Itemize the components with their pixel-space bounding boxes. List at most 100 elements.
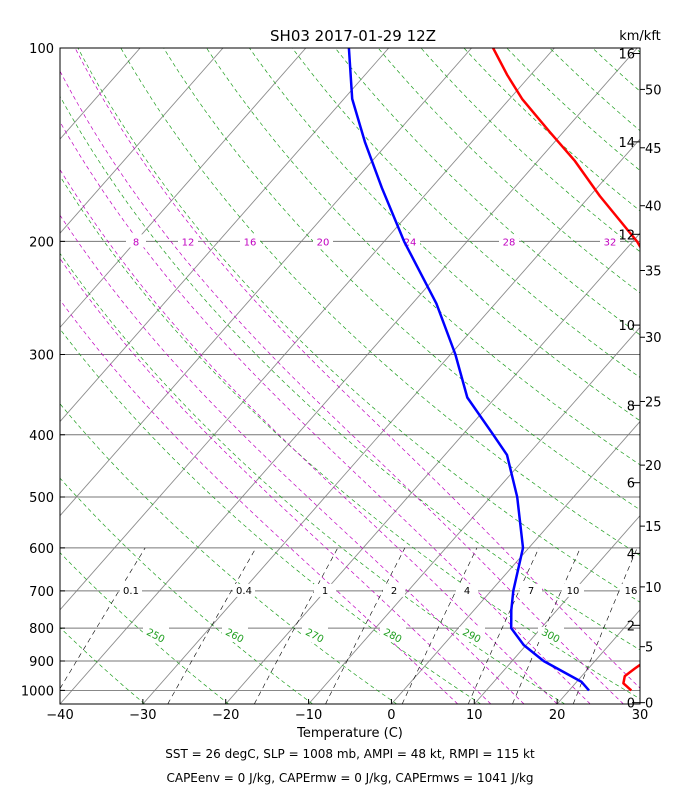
- km-tick-label: 2: [627, 619, 635, 634]
- x-axis-label: Temperature (C): [296, 726, 403, 741]
- isotherm-line: [60, 48, 224, 234]
- dry-adiabat-line: [60, 328, 481, 704]
- caption-line-2: CAPEenv = 0 J/kg, CAPErmw = 0 J/kg, CAPE…: [166, 771, 533, 785]
- kft-tick-label: 40: [645, 200, 662, 215]
- moist-adiabat-line: [60, 168, 558, 704]
- kft-tick-label: 25: [645, 395, 662, 410]
- axes: −40 −30 −20 −10 0 10 20 30100200300400500600700…: [21, 42, 662, 723]
- mixing-ratio-label: 0.1: [123, 586, 139, 597]
- moist-adiabat-label: 24: [404, 237, 417, 248]
- mixing-ratio-label-bg: [520, 583, 542, 597]
- y-tick-label: 400: [29, 429, 54, 444]
- mixing-ratio-label: 0.4: [236, 586, 252, 597]
- mixing-ratio-line: [60, 547, 146, 690]
- mixing-ratio-label: 16: [625, 586, 638, 597]
- km-tick-label: 8: [627, 399, 635, 414]
- dry-adiabat-line: [678, 48, 700, 704]
- km-tick-label: 10: [618, 319, 635, 334]
- height-axis-label: km/kft: [619, 29, 661, 44]
- theta-label-bg: [302, 627, 328, 643]
- dry-adiabat-line: [60, 477, 313, 704]
- isotherm-line: [60, 48, 472, 517]
- dry-adiabat-line: [60, 552, 229, 704]
- theta-label-bg: [459, 627, 485, 643]
- mixing-ratio-line: [325, 547, 406, 704]
- mixing-ratio-line: [254, 547, 339, 704]
- kft-tick-label: 30: [645, 331, 662, 346]
- isotherm-line: [391, 420, 640, 704]
- dry-adiabat-line: [120, 48, 640, 556]
- dry-adiabat-line: [60, 702, 61, 704]
- moist-label-bg: [600, 234, 620, 248]
- moist-adiabat-line: [60, 70, 624, 704]
- dry-adiabat-line: [60, 175, 640, 700]
- kft-tick-label: 15: [645, 520, 662, 535]
- isotherm-line: [473, 515, 640, 704]
- plot-frame: [59, 47, 641, 705]
- moist-label-bg: [499, 234, 519, 248]
- moist-label-bg: [313, 234, 333, 248]
- theta-label-bg: [143, 627, 169, 643]
- x-tick-label: −10: [295, 708, 322, 723]
- mixing-ratio-label-bg: [314, 583, 336, 597]
- mixing-ratio-label-bg: [456, 583, 478, 597]
- dry-adiabat-line: [249, 48, 640, 422]
- dry-adiabat-line: [334, 48, 640, 336]
- caption-line-1: SST = 26 degC, SLP = 1008 mb, AMPI = 48 …: [165, 747, 535, 761]
- km-tick-label: 16: [618, 48, 635, 63]
- y-tick-label: 600: [29, 542, 54, 557]
- x-tick-label: 20: [549, 708, 566, 723]
- moist-adiabat-label: 20: [317, 237, 330, 248]
- theta-label-bg: [538, 627, 564, 643]
- x-tick-label: 10: [466, 708, 483, 723]
- y-tick-label: 500: [29, 491, 54, 506]
- x-tick-label: −30: [129, 708, 156, 723]
- kft-tick-label: 5: [645, 641, 653, 656]
- kft-tick-label: 50: [645, 83, 662, 98]
- km-tick-label: 0: [627, 697, 635, 712]
- dry-adiabat-line: [60, 403, 397, 704]
- dry-adiabat-line: [77, 48, 640, 603]
- mixing-ratio-label-bg: [620, 583, 640, 597]
- dewpoint-profile: [347, 48, 590, 692]
- km-tick-label: 14: [618, 136, 635, 151]
- isotherm-line: [60, 48, 638, 704]
- mixing-ratio-line: [401, 547, 478, 704]
- isotherm-line: [60, 48, 307, 329]
- mixing-ratio-label-bg: [120, 583, 142, 597]
- mixing-ratio-label: 7: [528, 586, 534, 597]
- moist-adiabat-line: [60, 257, 492, 704]
- kft-tick-label: 35: [645, 264, 662, 279]
- temperature-profile: [491, 48, 640, 692]
- mixing-ratio-line: [467, 547, 540, 704]
- x-tick-label: −20: [212, 708, 239, 723]
- moist-label-bg: [178, 234, 198, 248]
- isotherm-line: [60, 48, 141, 140]
- isotherm-line: [60, 48, 555, 611]
- moist-label-bg: [240, 234, 260, 248]
- mixing-ratio-label: 4: [464, 586, 470, 597]
- moist-adiabat-label: 12: [182, 237, 195, 248]
- moist-adiabat-line: [74, 48, 640, 689]
- dry-adiabat-line: [60, 627, 145, 704]
- kft-tick-label: 10: [645, 581, 662, 596]
- y-tick-label: 900: [29, 655, 54, 670]
- y-tick-label: 200: [29, 235, 54, 250]
- isotherm-line: [60, 48, 390, 423]
- km-tick-label: 6: [627, 477, 635, 492]
- y-tick-label: 700: [29, 585, 54, 600]
- mixing-ratio-label: 1: [322, 586, 328, 597]
- moist-adiabat-line: [60, 121, 591, 704]
- y-tick-label: 100: [29, 42, 54, 57]
- x-tick-label: 0: [387, 708, 395, 723]
- mixing-ratio-line: [512, 547, 581, 704]
- x-tick-label: −40: [46, 708, 73, 723]
- kft-tick-label: 0: [645, 697, 653, 712]
- dry-adiabat-line: [506, 48, 640, 171]
- mixing-ratio-label: 10: [567, 586, 580, 597]
- theta-label-bg: [222, 627, 248, 643]
- y-tick-label: 300: [29, 348, 54, 363]
- x-tick-label: 30: [632, 708, 649, 723]
